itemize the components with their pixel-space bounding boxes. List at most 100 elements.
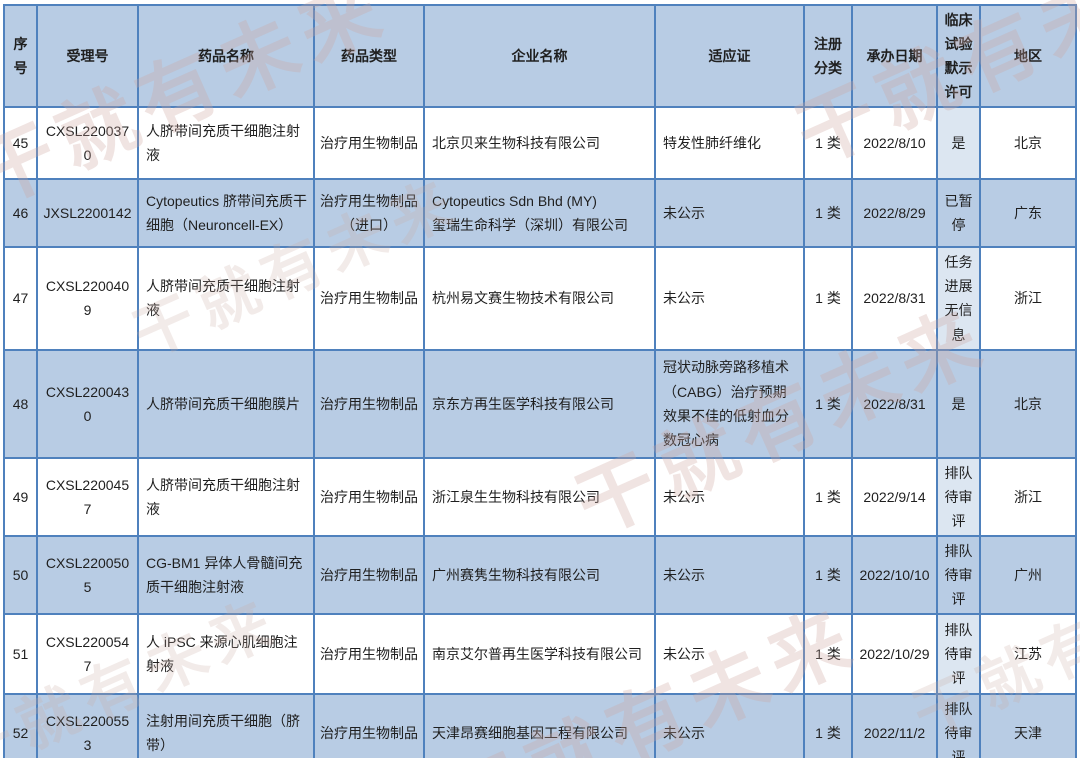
- cell-drug-type: 治疗用生物制品 （进口）: [313, 178, 425, 249]
- cell-acceptance-no: CXSL2200430: [36, 348, 139, 459]
- cell-drug-type: 治疗用生物制品: [313, 534, 425, 616]
- table-row: 47 CXSL2200409 人脐带间充质干细胞注射液 治疗用生物制品 杭州易文…: [3, 246, 1077, 351]
- cell-company: 浙江泉生生物科技有限公司: [423, 456, 656, 537]
- cell-drug-name: 人脐带间充质干细胞膜片: [137, 348, 315, 459]
- table-row: 52 CXSL2200553 注射用间充质干细胞（脐带） 治疗用生物制品 天津昂…: [3, 693, 1077, 758]
- table-row: 45 CXSL2200370 人脐带间充质干细胞注射液 治疗用生物制品 北京贝来…: [3, 106, 1077, 181]
- cell-company: 北京贝来生物科技有限公司: [423, 106, 656, 181]
- cell-seq: 45: [3, 106, 38, 181]
- cell-drug-name: 人脐带间充质干细胞注射液: [137, 106, 315, 181]
- cell-clinical-status: 是: [936, 106, 981, 181]
- cell-drug-name: CG-BM1 异体人骨髓间充质干细胞注射液: [137, 534, 315, 616]
- cell-drug-name: 注射用间充质干细胞（脐带）: [137, 693, 315, 758]
- col-header-acceptance-no: 受理号: [36, 3, 139, 109]
- cell-drug-type: 治疗用生物制品: [313, 613, 425, 696]
- cell-company: 杭州易文赛生物技术有限公司: [423, 246, 656, 351]
- cell-region: 浙江: [979, 246, 1077, 351]
- cell-date: 2022/8/31: [851, 246, 938, 351]
- cell-region: 北京: [979, 106, 1077, 181]
- cell-indication: 未公示: [654, 693, 805, 758]
- cell-drug-name: Cytopeutics 脐带间充质干细胞（Neuroncell-EX）: [137, 178, 315, 249]
- cell-reg-class: 1 类: [803, 613, 853, 696]
- drug-registration-table: 序号 受理号 药品名称 药品类型 企业名称 适应证 注册分类 承办日期 临床试验…: [3, 3, 1077, 758]
- col-header-indication: 适应证: [654, 3, 805, 109]
- cell-reg-class: 1 类: [803, 246, 853, 351]
- cell-region: 浙江: [979, 456, 1077, 537]
- cell-drug-type: 治疗用生物制品: [313, 246, 425, 351]
- cell-clinical-status: 排队待审评: [936, 534, 981, 616]
- cell-drug-type: 治疗用生物制品: [313, 348, 425, 459]
- cell-drug-name: 人脐带间充质干细胞注射液: [137, 246, 315, 351]
- table-header-row: 序号 受理号 药品名称 药品类型 企业名称 适应证 注册分类 承办日期 临床试验…: [3, 3, 1077, 109]
- cell-date: 2022/10/29: [851, 613, 938, 696]
- col-header-region: 地区: [979, 3, 1077, 109]
- table-row: 51 CXSL2200547 人 iPSC 来源心肌细胞注射液 治疗用生物制品 …: [3, 613, 1077, 696]
- table-row: 50 CXSL2200505 CG-BM1 异体人骨髓间充质干细胞注射液 治疗用…: [3, 534, 1077, 616]
- col-header-date: 承办日期: [851, 3, 938, 109]
- col-header-reg-class: 注册分类: [803, 3, 853, 109]
- cell-reg-class: 1 类: [803, 693, 853, 758]
- cell-date: 2022/8/10: [851, 106, 938, 181]
- cell-acceptance-no: CXSL2200553: [36, 693, 139, 758]
- cell-acceptance-no: CXSL2200457: [36, 456, 139, 537]
- cell-indication: 未公示: [654, 246, 805, 351]
- cell-seq: 51: [3, 613, 38, 696]
- col-header-company: 企业名称: [423, 3, 656, 109]
- col-header-drug-name: 药品名称: [137, 3, 315, 109]
- table-row: 49 CXSL2200457 人脐带间充质干细胞注射液 治疗用生物制品 浙江泉生…: [3, 456, 1077, 537]
- cell-drug-type: 治疗用生物制品: [313, 106, 425, 181]
- cell-drug-name: 人脐带间充质干细胞注射液: [137, 456, 315, 537]
- cell-acceptance-no: CXSL2200370: [36, 106, 139, 181]
- cell-seq: 49: [3, 456, 38, 537]
- cell-date: 2022/9/14: [851, 456, 938, 537]
- cell-drug-type: 治疗用生物制品: [313, 693, 425, 758]
- cell-drug-name: 人 iPSC 来源心肌细胞注射液: [137, 613, 315, 696]
- cell-acceptance-no: CXSL2200409: [36, 246, 139, 351]
- cell-clinical-status: 是: [936, 348, 981, 459]
- cell-seq: 52: [3, 693, 38, 758]
- cell-clinical-status: 排队待审评: [936, 456, 981, 537]
- cell-region: 天津: [979, 693, 1077, 758]
- cell-company: Cytopeutics Sdn Bhd (MY) 玺瑞生命科学（深圳）有限公司: [423, 178, 656, 249]
- cell-reg-class: 1 类: [803, 348, 853, 459]
- col-header-seq: 序号: [3, 3, 38, 109]
- cell-company: 京东方再生医学科技有限公司: [423, 348, 656, 459]
- cell-reg-class: 1 类: [803, 456, 853, 537]
- cell-indication: 冠状动脉旁路移植术（CABG）治疗预期效果不佳的低射血分数冠心病: [654, 348, 805, 459]
- cell-date: 2022/8/29: [851, 178, 938, 249]
- cell-seq: 46: [3, 178, 38, 249]
- cell-acceptance-no: JXSL2200142: [36, 178, 139, 249]
- cell-indication: 未公示: [654, 456, 805, 537]
- cell-company: 南京艾尔普再生医学科技有限公司: [423, 613, 656, 696]
- cell-region: 北京: [979, 348, 1077, 459]
- cell-clinical-status: 排队待审评: [936, 613, 981, 696]
- cell-clinical-status: 已暂停: [936, 178, 981, 249]
- cell-indication: 特发性肺纤维化: [654, 106, 805, 181]
- cell-clinical-status: 排队待审评: [936, 693, 981, 758]
- cell-indication: 未公示: [654, 534, 805, 616]
- cell-indication: 未公示: [654, 613, 805, 696]
- cell-company: 天津昂赛细胞基因工程有限公司: [423, 693, 656, 758]
- cell-reg-class: 1 类: [803, 178, 853, 249]
- cell-region: 江苏: [979, 613, 1077, 696]
- cell-date: 2022/8/31: [851, 348, 938, 459]
- col-header-drug-type: 药品类型: [313, 3, 425, 109]
- cell-acceptance-no: CXSL2200547: [36, 613, 139, 696]
- cell-company: 广州赛隽生物科技有限公司: [423, 534, 656, 616]
- cell-seq: 48: [3, 348, 38, 459]
- cell-clinical-status: 任务进展无信息: [936, 246, 981, 351]
- cell-region: 广东: [979, 178, 1077, 249]
- cell-reg-class: 1 类: [803, 106, 853, 181]
- cell-date: 2022/11/2: [851, 693, 938, 758]
- cell-date: 2022/10/10: [851, 534, 938, 616]
- cell-drug-type: 治疗用生物制品: [313, 456, 425, 537]
- cell-reg-class: 1 类: [803, 534, 853, 616]
- table-row: 48 CXSL2200430 人脐带间充质干细胞膜片 治疗用生物制品 京东方再生…: [3, 348, 1077, 459]
- table-row: 46 JXSL2200142 Cytopeutics 脐带间充质干细胞（Neur…: [3, 178, 1077, 249]
- cell-indication: 未公示: [654, 178, 805, 249]
- cell-acceptance-no: CXSL2200505: [36, 534, 139, 616]
- cell-seq: 50: [3, 534, 38, 616]
- cell-seq: 47: [3, 246, 38, 351]
- col-header-clinical-status: 临床试验默示许可: [936, 3, 981, 109]
